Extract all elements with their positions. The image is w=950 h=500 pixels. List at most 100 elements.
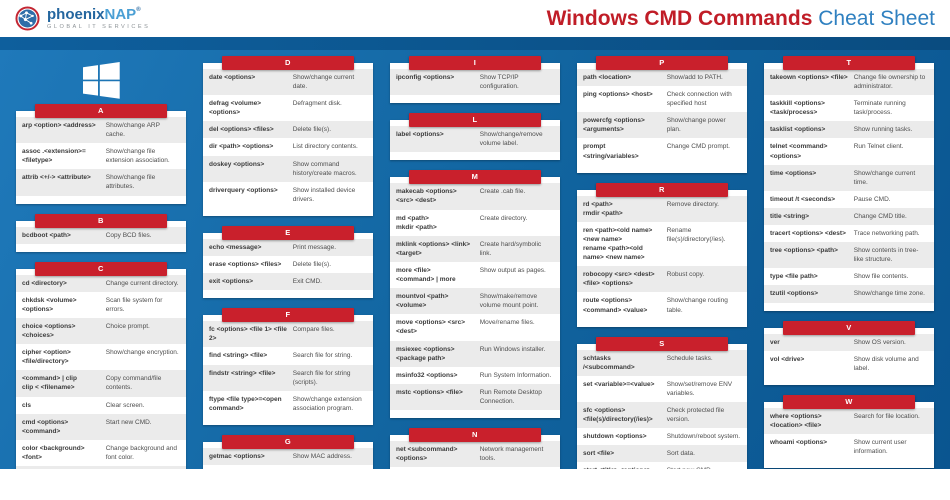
command-text: shutdown <options>	[583, 433, 647, 441]
section-card-s: schtasks /<subcommand> Schedule tasks. set…	[577, 343, 747, 469]
command-row: netstat <options>Show network statistics…	[390, 467, 560, 469]
command-description: Change background and font color.	[105, 444, 177, 461]
command-text: rd <path> rmdir <path>	[583, 200, 623, 217]
section-header-b: B	[34, 213, 168, 228]
command-text: title <string>	[770, 212, 810, 220]
command-description: Show/add to PATH.	[666, 74, 723, 81]
command-description: Show/change time zone.	[853, 290, 925, 298]
command-text: dir <path> <options>	[209, 143, 274, 151]
section-header-e: E	[221, 225, 355, 240]
command-text: ren <path><old name> <new name> rename <…	[583, 226, 653, 262]
command-description: Show/set/remove ENV variables.	[666, 380, 733, 397]
command-text: path <location>	[583, 74, 632, 81]
command-row: getmac <options> Show MAC address.	[203, 447, 373, 465]
command-text: cipher <option> <file/directory>	[22, 349, 71, 366]
command-description: Show/change current time.	[853, 169, 916, 186]
command-description: Search file for string (scripts).	[292, 369, 351, 386]
command-description: Change CMD title.	[853, 212, 907, 220]
command-description: Change file ownership to administrator.	[853, 74, 926, 91]
command-description: Print message.	[292, 243, 337, 251]
brand-wordmark: phoenixNAP® GLOBAL IT SERVICES	[47, 7, 150, 30]
command-description: Exit CMD.	[292, 278, 322, 286]
command-text: takeown <options> <file>	[770, 74, 848, 81]
command-text: echo <message>	[209, 243, 262, 251]
command-text: schtasks /<subcommand>	[583, 354, 635, 371]
phoenixnap-logo: phoenixNAP® GLOBAL IT SERVICES	[15, 6, 150, 31]
command-text: tasklist <options>	[770, 126, 826, 134]
command-description: Show/change current date.	[292, 74, 355, 91]
command-text: erase <options> <files>	[209, 261, 282, 269]
section-card-m: makecab <options> <src> <dest> Create .ca…	[390, 177, 560, 418]
command-row: doskey <options> Show command history/cre…	[203, 155, 373, 182]
section-header-c: C	[34, 261, 168, 276]
command-row: cipher <option> <file/directory> Show/cha…	[16, 344, 186, 370]
command-description: Delete file(s).	[292, 126, 332, 134]
command-row: type <file path> Show file contents.	[764, 268, 934, 285]
command-description: List directory contents.	[292, 143, 358, 151]
command-row: <command> | clip clip < <filename> Copy c…	[16, 370, 186, 397]
network-globe-icon	[15, 6, 40, 31]
command-text: bcdboot <path>	[22, 231, 71, 239]
command-text: telnet <command> <options>	[770, 143, 828, 160]
command-description: Compare files.	[292, 326, 335, 334]
command-row: taskkill <options> <task/process> Termina…	[764, 95, 934, 121]
command-row: ping <options> <host> Check connection wi…	[577, 86, 747, 112]
command-text: powercfg <options> <arguments>	[583, 117, 645, 134]
section-card-c: cd <directory> Change current directory. c…	[16, 268, 186, 469]
command-description: Show current user information.	[853, 438, 907, 456]
command-row: date <options> Show/change current date.	[203, 69, 373, 96]
command-text: net <subcommand> <options>	[396, 445, 458, 463]
command-row: sort <file> Sort data.	[577, 445, 747, 463]
command-text: driverquery <options>	[209, 186, 278, 194]
command-row: telnet <command> <options> Run Telnet cli…	[764, 138, 934, 164]
command-description: Show/change extension association progra…	[292, 395, 362, 412]
windows-flag-icon	[82, 61, 120, 99]
section-card-a: arp <option> <address> Show/change ARP ca…	[16, 111, 186, 204]
command-description: Robust copy.	[666, 271, 705, 279]
section-header-g: G	[221, 434, 355, 449]
command-text: vol <drive>	[770, 355, 805, 363]
command-text: md <path> mkdir <path>	[396, 214, 437, 231]
command-row: attrib <+/-> <attribute> Show/change file…	[16, 169, 186, 196]
command-text: set <variable>=<value>	[583, 380, 655, 388]
command-description: Show command history/create macros.	[292, 160, 357, 177]
command-text: time <options>	[770, 169, 817, 177]
command-text: move <options> <src> <dest>	[396, 319, 466, 336]
command-description: Show/make/remove volume mount point.	[479, 293, 539, 310]
command-text: prompt <string/variables>	[583, 143, 639, 160]
section-header-m: M	[408, 170, 542, 185]
command-row: title <string> Change CMD title.	[764, 207, 934, 226]
command-description: Schedule tasks.	[666, 354, 713, 362]
command-row: mstc <options> <file> Run Remote Desktop …	[390, 383, 560, 410]
command-text: date <options>	[209, 74, 256, 81]
command-text: label <options>	[396, 131, 444, 139]
command-text: timeout /t <seconds>	[770, 195, 836, 203]
section-header-w: W	[782, 394, 916, 409]
command-row: path <location> Show/add to PATH.	[577, 69, 747, 87]
command-row: arp <option> <address> Show/change ARP ca…	[16, 117, 186, 144]
command-description: Show TCP/IP configuration.	[479, 74, 519, 91]
command-row: findstr <string> <file> Search file for s…	[203, 364, 373, 391]
command-text: findstr <string> <file>	[209, 369, 276, 377]
command-description: Move/rename files.	[479, 319, 535, 327]
command-description: Terminate running task/process.	[853, 100, 906, 117]
command-row: move <options> <src> <dest> Move/rename f…	[390, 314, 560, 340]
command-description: Run Windows installer.	[479, 345, 546, 353]
section-header-f: F	[221, 308, 355, 323]
command-text: del <options> <files>	[209, 126, 274, 134]
command-description: Run System Information.	[479, 371, 552, 379]
command-description: Show/change/remove volume label.	[479, 131, 543, 148]
command-text: mklink <options> <link> <target>	[396, 240, 471, 257]
command-description: Show/change power plan.	[666, 117, 726, 134]
command-description: Check connection with specified host	[666, 91, 732, 108]
command-row: tasklist <options> Show running tasks.	[764, 121, 934, 139]
